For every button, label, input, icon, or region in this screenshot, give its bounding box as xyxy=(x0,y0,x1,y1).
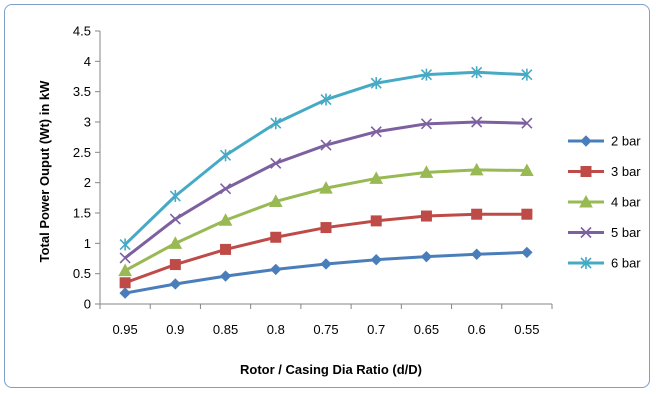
data-point xyxy=(119,252,131,264)
legend-item: 6 bar xyxy=(568,256,641,271)
chart-frame xyxy=(4,4,650,388)
data-point xyxy=(219,270,232,282)
data-point xyxy=(471,208,483,220)
data-point xyxy=(370,254,382,266)
data-point xyxy=(520,163,534,177)
data-point xyxy=(521,68,533,81)
data-point xyxy=(169,259,181,271)
data-point xyxy=(169,190,181,203)
legend-label: 2 bar xyxy=(611,134,641,149)
legend: 2 bar 3 bar 4 bar 5 bar 6 bar xyxy=(568,134,641,271)
legend-marker xyxy=(580,257,592,269)
x-axis-title: Rotor / Casing Dia Ratio (d/D) xyxy=(240,362,422,377)
data-point xyxy=(420,210,432,222)
data-point xyxy=(270,263,282,276)
data-point xyxy=(370,215,382,227)
axes: 0 0.5 1 1.5 2 2.5 3 3.5 4 4.5 0.95 0.9 0.85 0.8 0.75 0.… xyxy=(73,24,553,337)
data-point xyxy=(470,248,483,260)
x-tick-label: 0.75 xyxy=(313,322,338,337)
data-point xyxy=(270,117,282,130)
x-tick-label: 0.8 xyxy=(267,322,285,337)
x-tick-label: 0.6 xyxy=(468,322,486,337)
data-point xyxy=(270,157,282,169)
data-point xyxy=(420,118,433,130)
series-5 xyxy=(119,66,533,251)
legend-item: 3 bar xyxy=(568,164,641,179)
y-tick-label: 0.5 xyxy=(73,266,91,281)
data-point xyxy=(471,66,483,79)
data-point xyxy=(118,263,132,277)
y-tick-label: 4 xyxy=(84,54,91,69)
x-tick-label: 0.65 xyxy=(414,322,439,337)
data-point xyxy=(320,258,332,270)
x-tick-label: 0.85 xyxy=(213,322,238,337)
series-layer xyxy=(118,66,534,299)
data-point xyxy=(320,93,332,106)
data-point xyxy=(319,181,333,194)
series-3 xyxy=(118,162,534,277)
x-tick-label: 0.7 xyxy=(367,322,385,337)
data-point xyxy=(218,213,233,226)
data-point xyxy=(169,278,182,290)
data-point xyxy=(521,246,533,259)
data-point xyxy=(419,165,434,178)
legend-label: 3 bar xyxy=(611,164,641,179)
series-2 xyxy=(119,208,533,289)
data-point xyxy=(521,117,533,129)
y-tick-label: 4.5 xyxy=(73,24,91,39)
data-point xyxy=(420,68,433,81)
legend-item: 4 bar xyxy=(568,195,641,210)
data-point xyxy=(168,236,183,249)
y-tick-label: 0 xyxy=(84,297,91,312)
y-tick-label: 1 xyxy=(84,236,91,251)
legend-marker xyxy=(579,194,593,208)
legend-label: 6 bar xyxy=(611,256,641,271)
x-tick-label: 0.55 xyxy=(514,322,539,337)
x-tick-label: 0.9 xyxy=(166,322,184,337)
data-point xyxy=(220,243,232,255)
x-tick-label: 0.95 xyxy=(112,322,137,337)
data-point xyxy=(270,231,282,243)
data-point xyxy=(219,183,232,195)
data-point xyxy=(268,194,283,207)
data-point xyxy=(370,77,382,90)
data-point xyxy=(369,171,384,184)
y-axis-title: Total Power Ouput (Wt) in kW xyxy=(37,80,52,262)
series-4 xyxy=(119,116,533,264)
legend-marker xyxy=(580,226,592,239)
legend-label: 4 bar xyxy=(611,195,641,210)
legend-marker xyxy=(580,166,592,177)
data-point xyxy=(119,238,131,251)
data-point xyxy=(119,277,131,289)
data-point xyxy=(420,250,433,263)
data-point xyxy=(469,162,484,176)
series-1 xyxy=(119,246,533,299)
data-point xyxy=(370,126,382,138)
legend-item: 5 bar xyxy=(568,225,641,240)
y-tick-label: 2.5 xyxy=(73,145,91,160)
y-tick-label: 3.5 xyxy=(73,84,91,99)
legend-label: 5 bar xyxy=(611,225,641,240)
y-tick-label: 2 xyxy=(84,175,91,190)
legend-marker xyxy=(580,135,592,147)
data-point xyxy=(320,222,332,234)
data-point xyxy=(320,139,332,151)
data-point xyxy=(219,149,232,162)
legend-item: 2 bar xyxy=(568,134,641,149)
data-point xyxy=(169,213,181,225)
y-tick-label: 3 xyxy=(84,115,91,130)
data-point xyxy=(521,208,533,220)
data-point xyxy=(471,116,483,128)
data-point xyxy=(119,287,131,299)
y-tick-label: 1.5 xyxy=(73,206,91,221)
